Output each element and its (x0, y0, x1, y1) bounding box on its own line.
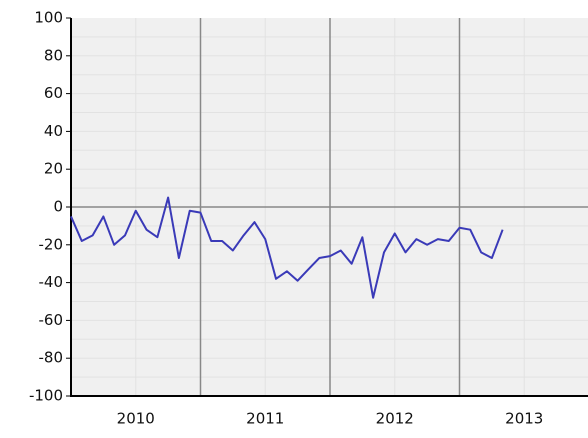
y-tick-label: 60 (44, 84, 63, 102)
y-tick-label: 0 (53, 198, 63, 216)
y-tick-label: -80 (39, 349, 64, 367)
y-tick-label: 40 (44, 122, 63, 140)
y-tick-label: 100 (34, 9, 63, 27)
y-tick-label: 20 (44, 160, 63, 178)
x-tick-label: 2012 (376, 410, 414, 428)
x-tick-label: 2011 (246, 410, 284, 428)
y-tick-label: -60 (39, 311, 64, 329)
y-tick-label: -40 (39, 273, 64, 291)
y-tick-label: -20 (39, 235, 64, 253)
y-tick-label: -100 (29, 387, 63, 405)
data-line (70, 196, 504, 299)
x-tick-label: 2013 (505, 410, 543, 428)
y-tick-label: 80 (44, 46, 63, 64)
x-tick-label: 2010 (117, 410, 155, 428)
